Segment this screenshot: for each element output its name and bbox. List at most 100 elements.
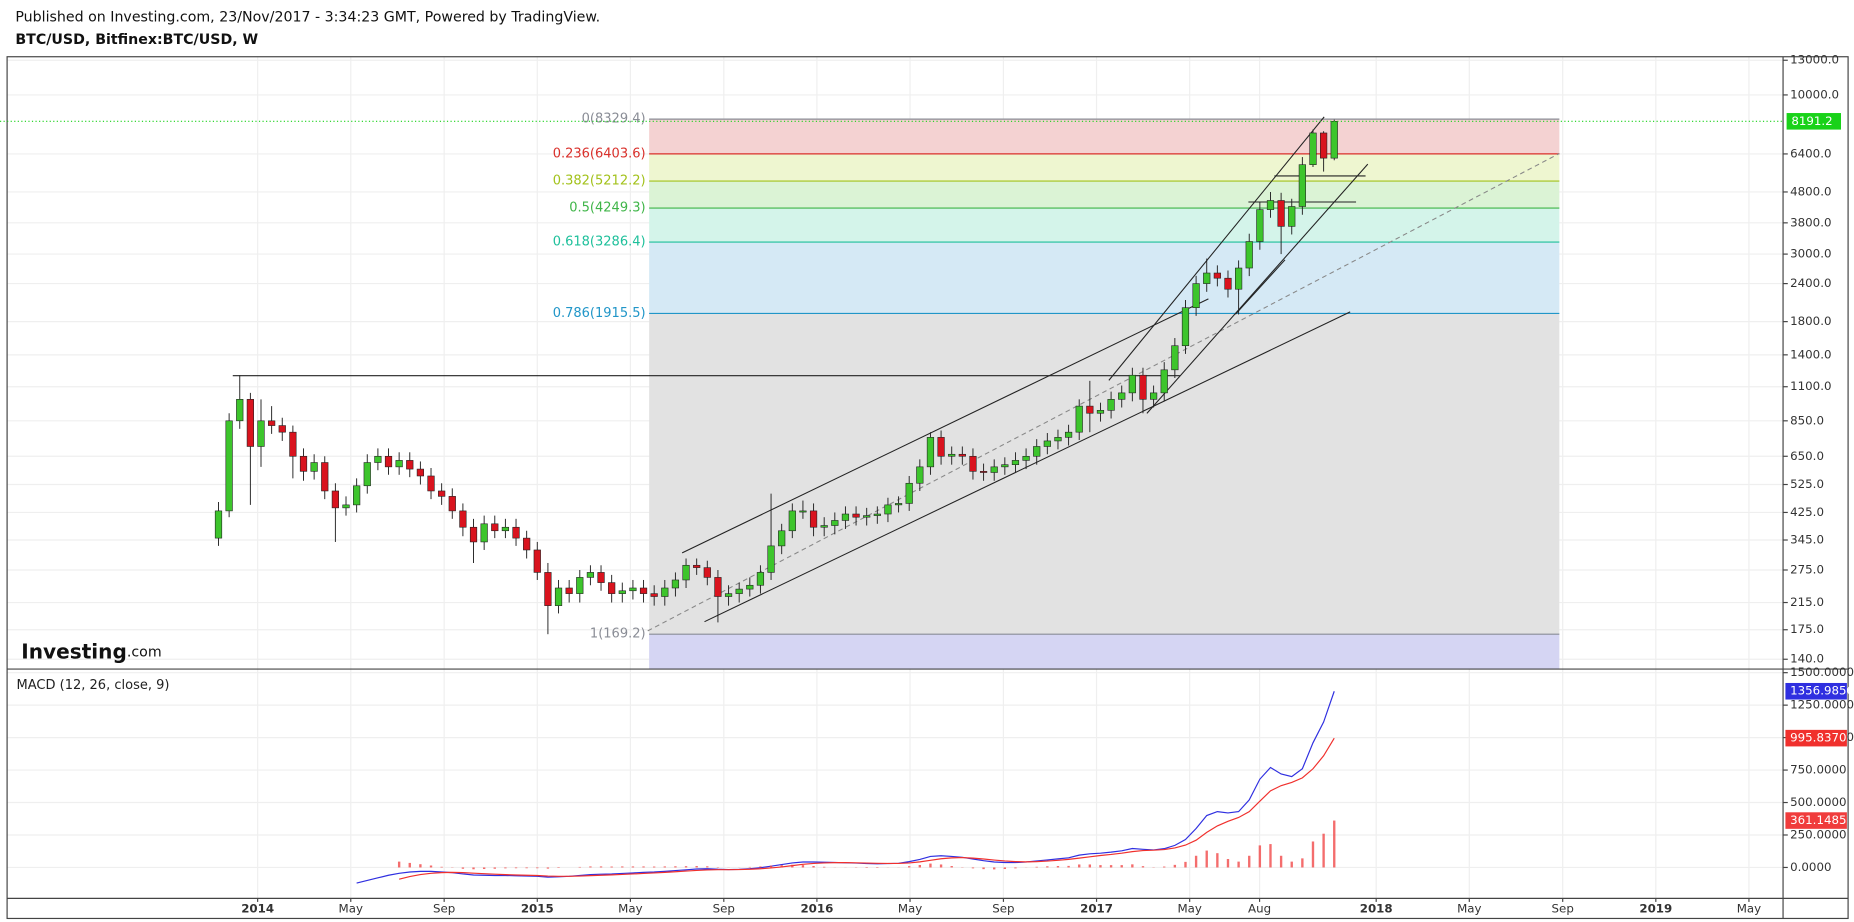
candle-body xyxy=(1160,369,1168,394)
histogram-bar xyxy=(621,866,624,868)
histogram-bar xyxy=(1173,864,1177,868)
histogram-bar xyxy=(1269,844,1272,868)
logo-name: Investing xyxy=(21,639,127,663)
histogram-bar xyxy=(663,866,666,868)
histogram-bar xyxy=(1163,866,1166,868)
x-tick-label: May xyxy=(1457,901,1481,915)
fib-zone xyxy=(649,208,1560,243)
value-tag-label: 361.1485 xyxy=(1790,813,1846,827)
trendline xyxy=(1235,259,1286,315)
candle-body xyxy=(1001,464,1009,468)
histogram-bar xyxy=(1248,855,1251,868)
y-tick-label: 750.0000 xyxy=(1790,763,1846,777)
histogram-bar xyxy=(695,866,698,868)
candle-body xyxy=(1266,200,1275,210)
fib-level-label: 0.236(6403.6) xyxy=(553,146,646,161)
histogram-bar xyxy=(642,866,645,868)
candle-body xyxy=(735,588,743,594)
candle-body xyxy=(1235,267,1243,290)
fib-level-label: 0.618(3286.4) xyxy=(553,235,646,250)
candle-body xyxy=(310,462,318,472)
candle-body xyxy=(671,579,680,589)
candle-body xyxy=(852,513,860,518)
caption: Published on Investing.com, 23/Nov/2017 … xyxy=(15,10,600,26)
candle-body xyxy=(225,420,233,512)
candle-body xyxy=(894,503,903,506)
candle-body xyxy=(639,587,648,594)
candle-body xyxy=(703,567,711,578)
histogram-bar xyxy=(429,865,433,868)
candle-body xyxy=(469,526,478,543)
histogram-bar xyxy=(482,867,486,870)
histogram-bar xyxy=(791,864,794,868)
candle-body xyxy=(1330,121,1338,159)
histogram-bar xyxy=(440,866,443,868)
x-tick-label: 2016 xyxy=(800,901,833,915)
fib-zone xyxy=(649,153,1560,182)
x-tick-label: 2018 xyxy=(1360,901,1393,915)
y-tick-label: 4800.0 xyxy=(1790,184,1831,198)
macd-line xyxy=(399,737,1335,880)
y-tick-label: 1100.0 xyxy=(1790,379,1831,393)
histogram-bar xyxy=(939,864,943,868)
candle-body xyxy=(682,564,690,581)
logo-suffix: .com xyxy=(127,644,162,660)
candle-body xyxy=(523,537,531,551)
candle-body xyxy=(1022,455,1030,461)
histogram-bar xyxy=(1003,867,1007,870)
candle-body xyxy=(246,399,254,447)
histogram-bar xyxy=(1078,864,1081,868)
fib-zone xyxy=(649,242,1560,314)
logo: Investing.com xyxy=(21,639,161,663)
frame xyxy=(6,56,1849,920)
fib-retracement xyxy=(649,118,1560,670)
candle-body xyxy=(406,460,414,470)
y-tick-label: 3000.0 xyxy=(1790,247,1831,261)
candle-body xyxy=(448,496,456,512)
histogram-bar xyxy=(1226,859,1230,868)
histogram-bar xyxy=(1205,850,1208,868)
y-tick-label: 13000.0 xyxy=(1790,53,1839,67)
candle-body xyxy=(756,572,765,586)
fib-zone xyxy=(649,634,1560,670)
candle-body xyxy=(661,587,669,597)
candle-body xyxy=(969,455,977,472)
candle-body xyxy=(1288,206,1296,227)
candle-body xyxy=(1054,437,1062,442)
trendline xyxy=(1108,116,1325,381)
axes: 2014 May Sep 2015 May Sep 2016 May Sep 2017 May Aug… xyxy=(6,53,1854,920)
candle-body xyxy=(820,525,828,528)
fib-level-label: 0(8329.4) xyxy=(582,112,646,127)
candle-body xyxy=(788,510,796,532)
candle-body xyxy=(299,455,308,472)
trendline xyxy=(681,298,1209,554)
candle-body xyxy=(1086,405,1094,414)
candle-body xyxy=(1149,392,1158,400)
candle-body xyxy=(1096,410,1105,414)
histogram-bar xyxy=(461,867,465,869)
x-tick-label: 2015 xyxy=(521,901,554,915)
histogram-bar xyxy=(801,865,805,868)
histogram-bar xyxy=(525,867,528,869)
x-tick-label: Aug xyxy=(1248,901,1271,915)
histogram-bar xyxy=(812,866,815,868)
candle-body xyxy=(841,513,850,521)
candle-body xyxy=(278,425,286,433)
y-tick-label: 1250.0000 xyxy=(1790,698,1854,712)
candle-body xyxy=(1118,392,1126,400)
candle-body xyxy=(533,549,541,573)
value-tag xyxy=(1785,812,1847,829)
candle-body xyxy=(884,504,892,515)
candle-body xyxy=(1203,272,1211,284)
trendlines xyxy=(232,116,1560,632)
y-tick-label: 850.0 xyxy=(1790,413,1824,427)
fib-zone xyxy=(649,119,1560,154)
histogram-bar xyxy=(1131,864,1134,868)
candle-body xyxy=(724,593,733,597)
histogram-bar xyxy=(1067,865,1070,868)
x-tick-label: Sep xyxy=(433,901,455,915)
candle-body xyxy=(746,584,754,590)
histogram-bar xyxy=(546,867,550,869)
candle-body xyxy=(491,523,499,532)
